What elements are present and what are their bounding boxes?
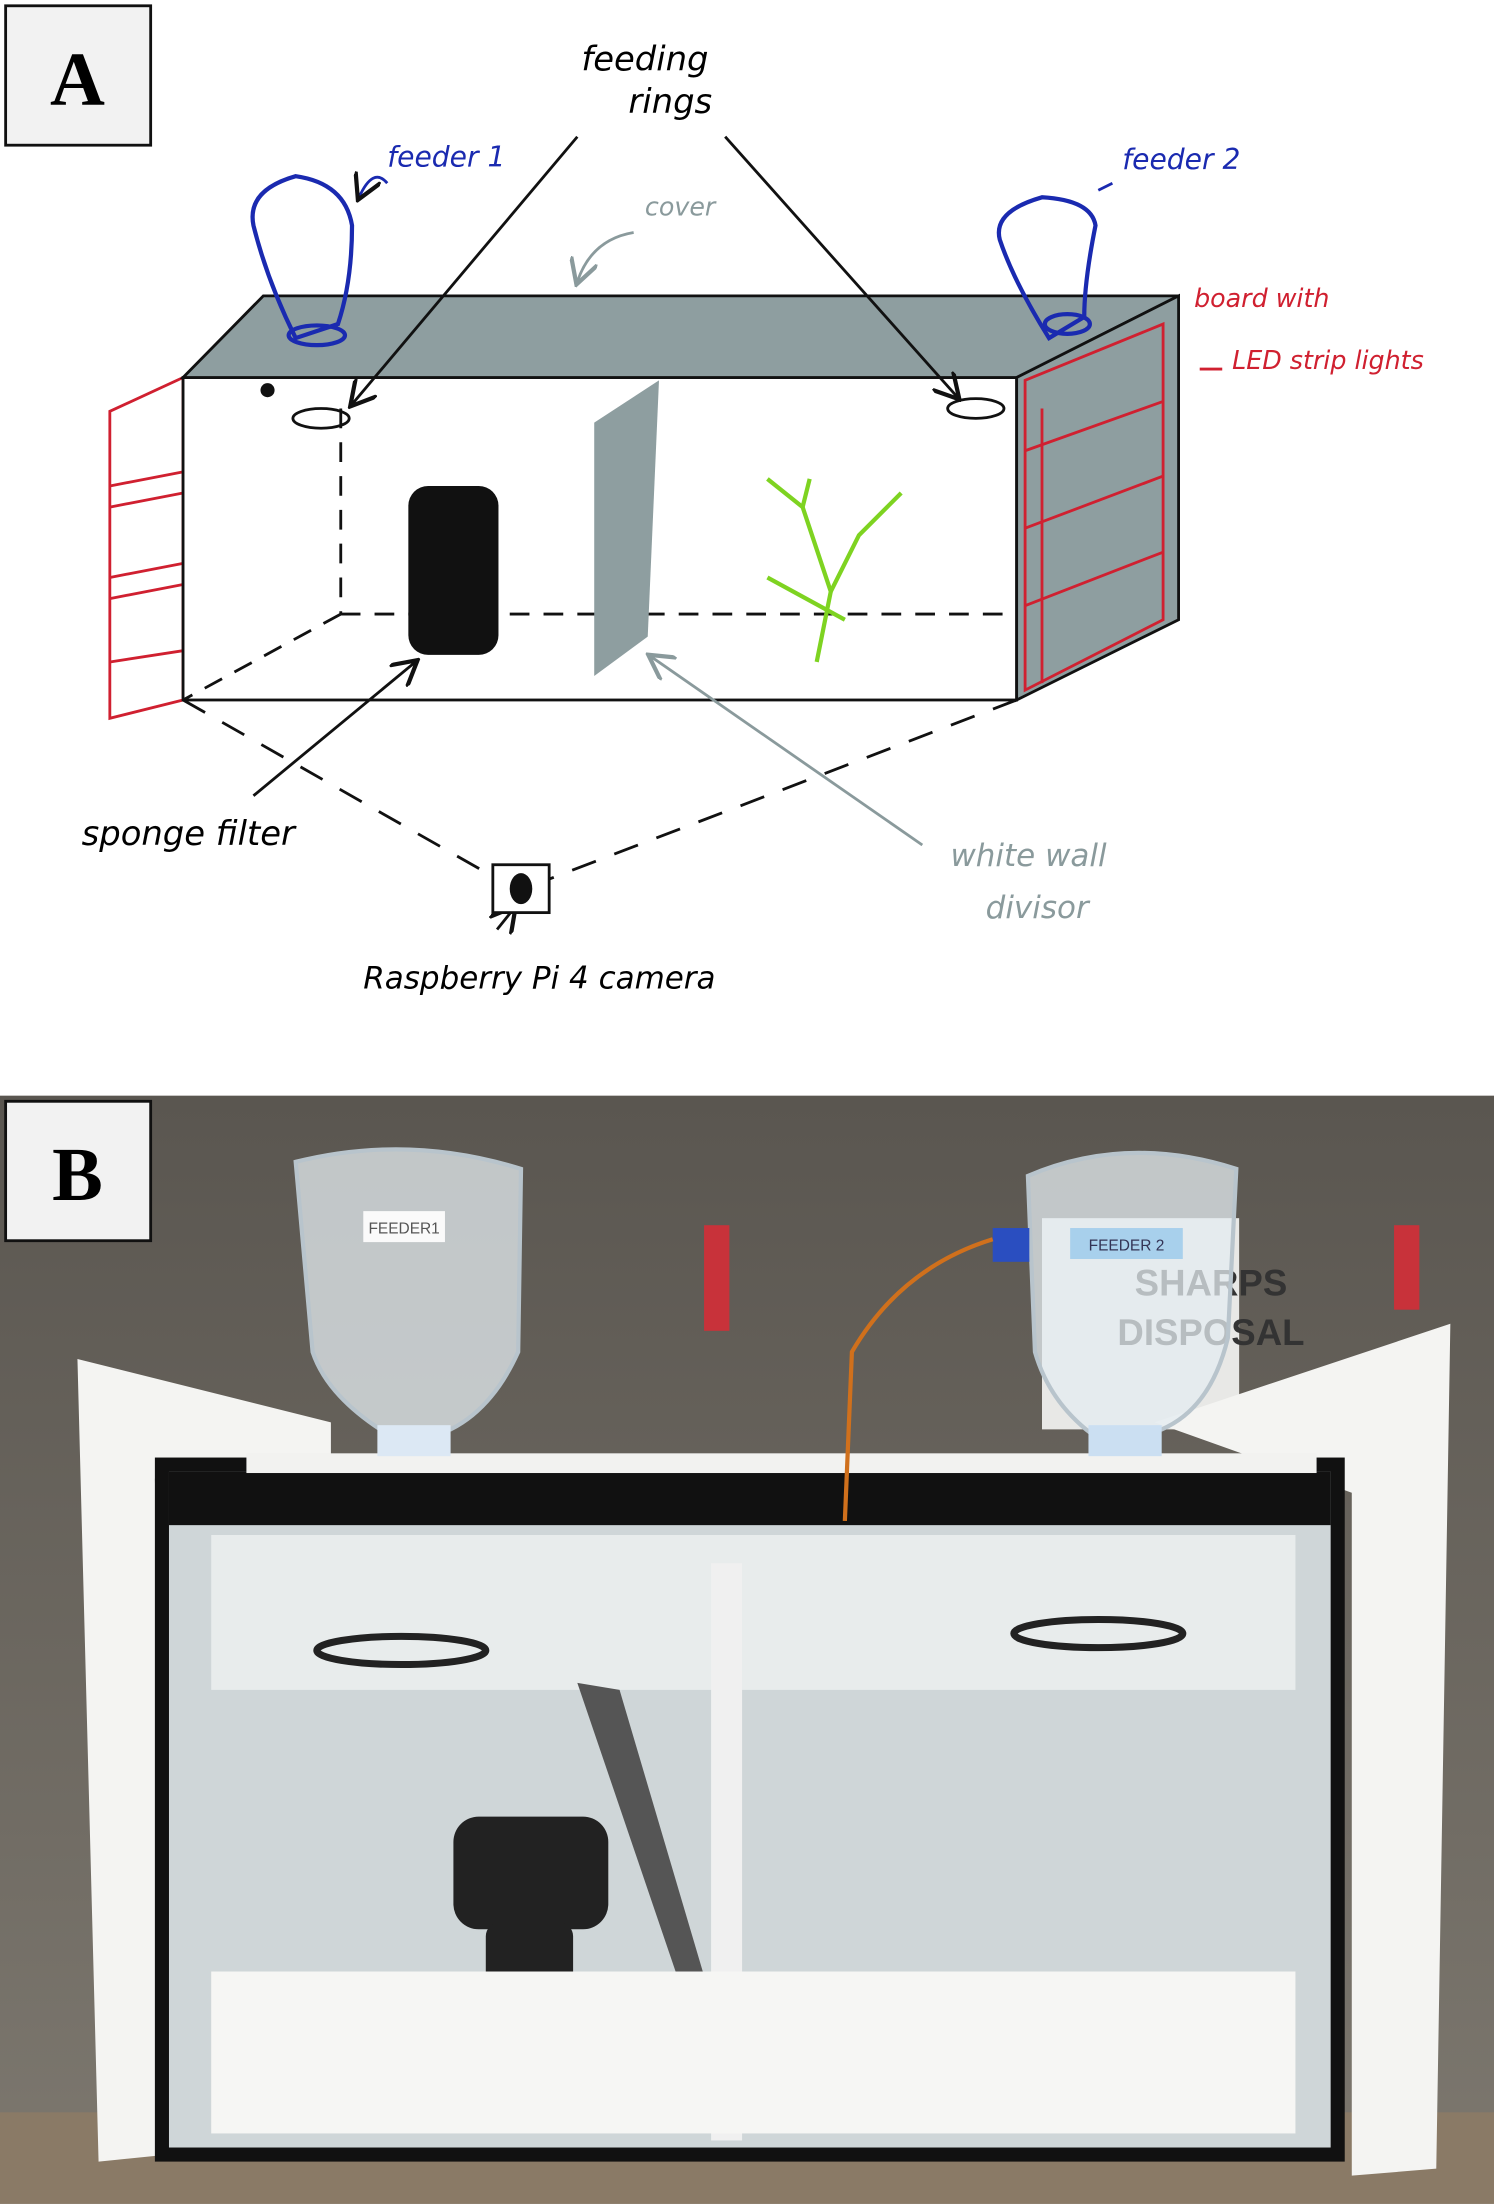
panel-label: B	[52, 1133, 103, 1217]
camera-lens	[509, 873, 533, 905]
label-box	[4, 4, 153, 147]
annotation: white wall	[950, 838, 1107, 874]
left-led-board	[108, 375, 185, 721]
gravel	[211, 1971, 1296, 2134]
tank-rim	[168, 1471, 1331, 1526]
servo	[992, 1228, 1030, 1262]
panel-a: A	[4, 4, 1424, 997]
panel-label: A	[50, 37, 105, 121]
heater	[577, 1682, 712, 2014]
sponge-filter-icon	[408, 485, 499, 655]
tag-text: FEEDER1	[368, 1221, 439, 1238]
plant	[766, 477, 903, 663]
bottle-cap	[1088, 1425, 1162, 1457]
feeding-ring-2	[946, 397, 1006, 420]
divisor-wall	[594, 380, 659, 677]
feeders	[250, 174, 1098, 348]
label-box	[4, 1099, 153, 1243]
sponge-filter	[453, 1816, 609, 1930]
ring-1	[313, 1632, 490, 1669]
annotation: rings	[628, 82, 712, 121]
annotation: feeder 1	[387, 140, 505, 173]
annotation: sponge filter	[82, 814, 297, 853]
tag-1	[363, 1211, 445, 1243]
cover-arrow	[577, 231, 634, 281]
panel-b: SHARPS DISPOSAL FEEDER1 FEEDER 2 B	[0, 1095, 1494, 2204]
right-board	[1154, 1323, 1451, 2176]
left-board	[77, 1358, 331, 2162]
wall-tape	[704, 1225, 730, 1331]
cover-board	[246, 1453, 1317, 1474]
servo-wire	[842, 1237, 994, 1521]
motor	[260, 383, 275, 398]
annotation: feeder 2	[1122, 143, 1240, 176]
right-side	[1015, 293, 1180, 703]
feeding-ring-1	[291, 407, 351, 430]
bottles	[293, 1147, 1239, 1436]
annotations: feeding rings feeder 1 feeder 2 cover bo…	[82, 40, 1424, 997]
ring-2	[1010, 1615, 1187, 1652]
annotation: Raspberry Pi 4 camera	[363, 961, 715, 997]
divisor-arrow	[651, 656, 924, 847]
annotation: feeding	[581, 40, 708, 79]
annotation: divisor	[986, 890, 1091, 926]
bottle-cap	[377, 1425, 451, 1457]
annotation: cover	[645, 192, 717, 222]
tag-2	[1070, 1228, 1183, 1260]
annotation: board with	[1194, 283, 1329, 313]
annotation: LED strip lights	[1232, 345, 1424, 375]
tag-text: FEEDER 2	[1089, 1238, 1165, 1255]
wall-tape	[1394, 1225, 1420, 1310]
right-led-board	[1023, 321, 1165, 693]
